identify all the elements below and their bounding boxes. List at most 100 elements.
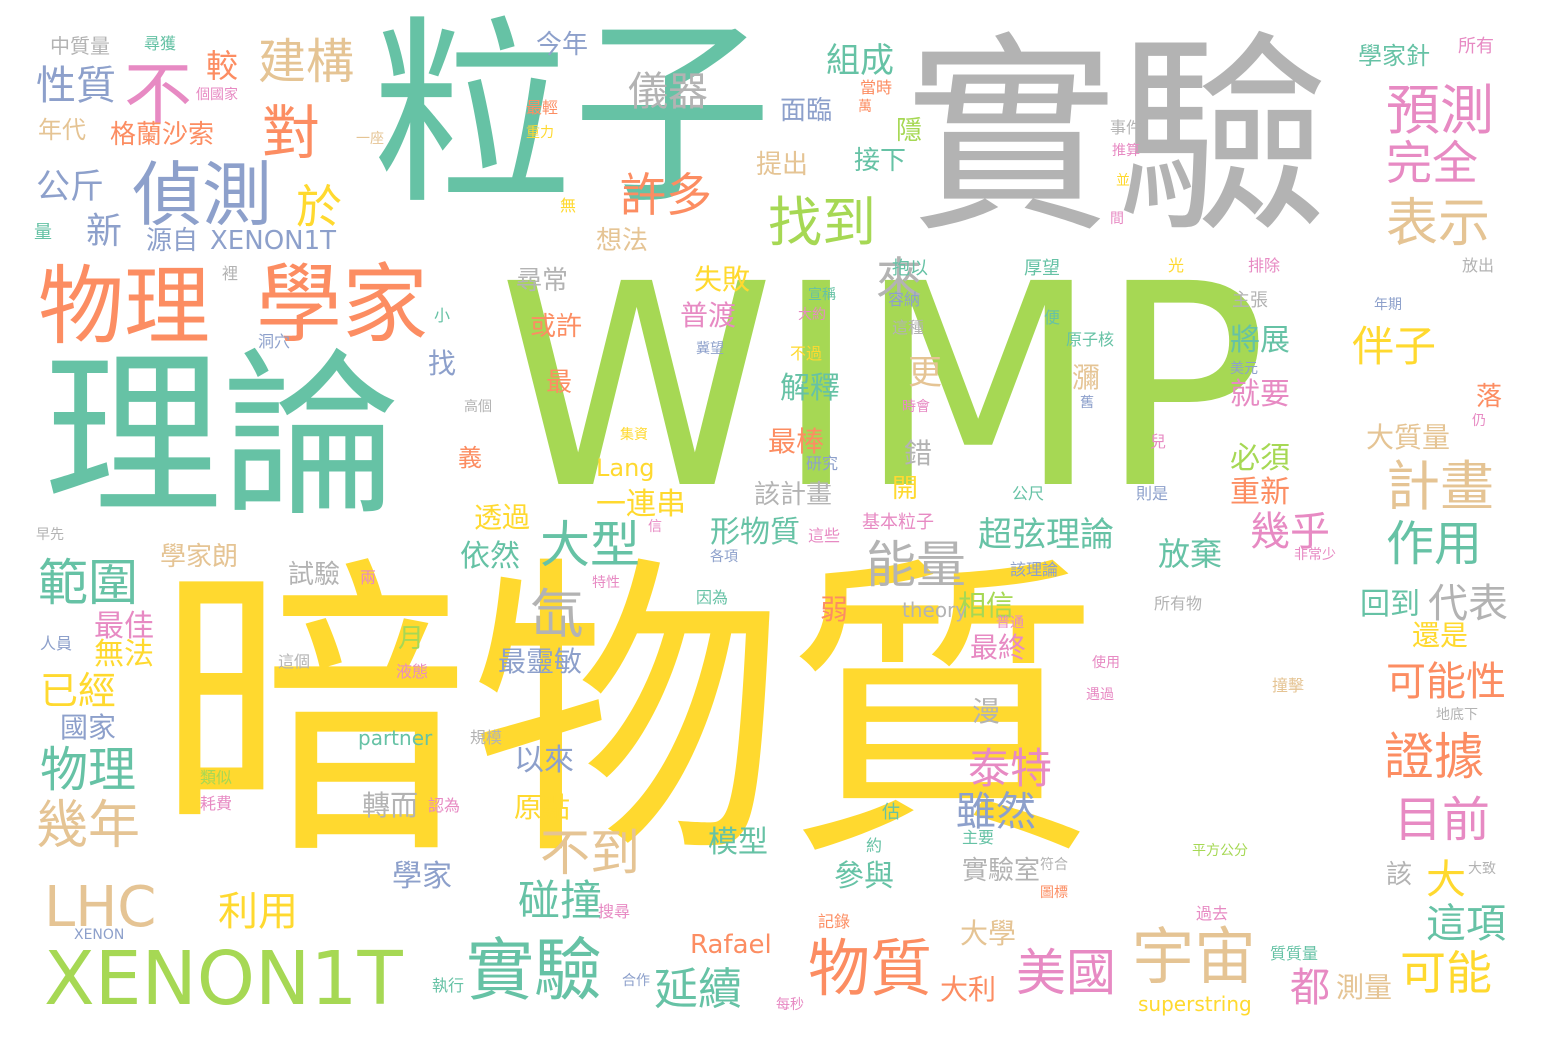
word: 類似 <box>200 768 233 787</box>
word: 相信 <box>958 589 1015 622</box>
word: 早先 <box>36 527 64 543</box>
word: 年代 <box>38 116 86 144</box>
word: 尋常 <box>516 266 569 296</box>
word: 測量 <box>1336 971 1393 1004</box>
word: 計畫 <box>1386 455 1494 518</box>
word: 記錄 <box>818 912 851 931</box>
word: partner <box>358 726 433 750</box>
word: 個國家 <box>196 87 238 103</box>
word: 信 <box>648 519 662 535</box>
word: 氙 <box>530 583 584 646</box>
word: 泰特 <box>968 744 1053 793</box>
word: 對 <box>262 99 321 167</box>
word: 這些 <box>808 526 841 545</box>
word: 因為 <box>696 588 729 607</box>
word: XENON1T <box>210 226 337 256</box>
word: 可能 <box>1400 946 1492 1000</box>
word: 宣稱 <box>808 287 836 303</box>
word: 形物質 <box>710 515 800 550</box>
word: 當時 <box>860 78 893 97</box>
word: 模型 <box>708 825 768 860</box>
word: 依然 <box>460 539 520 574</box>
word: 耗費 <box>200 794 233 813</box>
word: 學家 <box>256 255 428 355</box>
word: 特性 <box>592 575 620 591</box>
word: 裡 <box>222 264 239 283</box>
word: 找到 <box>768 191 876 254</box>
word: 義 <box>458 444 482 472</box>
word: 不到 <box>540 824 640 882</box>
word: 最靈敏 <box>498 645 583 678</box>
word: 提出 <box>756 150 809 180</box>
word: 物理 <box>40 742 137 798</box>
word: 解釋 <box>780 371 840 406</box>
word: 落 <box>1476 382 1503 412</box>
word: 大質量 <box>1366 421 1451 454</box>
word: 估 <box>882 802 900 823</box>
word: 每秒 <box>776 997 804 1013</box>
word: 暗物質 <box>155 532 1100 898</box>
word: 重新 <box>1230 475 1290 510</box>
word: 所有物 <box>1154 594 1203 613</box>
word: 於 <box>296 180 342 234</box>
word: 小 <box>434 306 451 325</box>
word: 今年 <box>536 30 589 60</box>
word: 大學 <box>960 917 1017 950</box>
word: superstring <box>1138 992 1252 1016</box>
word: 不 <box>124 56 193 135</box>
word: 事件 <box>1110 118 1143 137</box>
word: 該計畫 <box>754 480 833 510</box>
word: 主要 <box>962 828 995 847</box>
word: 實驗 <box>466 932 603 1011</box>
word: 還是 <box>1412 619 1469 652</box>
word: 容納 <box>888 290 921 309</box>
word: 源自 <box>146 226 199 256</box>
word: 圖標 <box>1040 885 1068 901</box>
word: 萬 <box>858 99 872 115</box>
word: 透過 <box>474 501 531 534</box>
word: 試驗 <box>288 560 341 590</box>
word: 粒子 <box>372 0 773 232</box>
word: 利用 <box>218 889 298 935</box>
word: 洞穴 <box>258 332 291 351</box>
word: 最輕 <box>526 98 559 117</box>
word: 該理論 <box>1010 560 1059 579</box>
word: 時會 <box>902 399 930 415</box>
word: 範圍 <box>38 554 138 612</box>
word: Rafael <box>690 930 772 960</box>
word: 表示 <box>1386 194 1491 254</box>
word: 作用 <box>1386 516 1483 572</box>
word: 年期 <box>1374 297 1402 313</box>
word: 組成 <box>826 41 894 81</box>
word: 不過 <box>790 344 823 363</box>
word: 代表 <box>1428 581 1508 627</box>
word: 原點 <box>514 791 571 824</box>
word: 原子核 <box>1066 330 1115 349</box>
word: 最 <box>546 368 573 398</box>
word: 基本粒子 <box>862 512 934 533</box>
word: 較 <box>206 47 239 85</box>
word: 兒 <box>1150 432 1167 451</box>
word: 格蘭沙索 <box>110 120 215 150</box>
word: 尋獲 <box>144 34 177 53</box>
word: 碰撞 <box>518 876 603 925</box>
word: 月 <box>398 624 425 654</box>
word: 許多 <box>620 168 712 222</box>
word: 瀰 <box>1072 361 1101 394</box>
word: WIMP <box>498 225 1268 551</box>
word: 規模 <box>470 728 503 747</box>
word: XENON <box>74 927 125 943</box>
word: 延續 <box>654 964 742 1015</box>
word: 放棄 <box>1158 535 1223 573</box>
word: 撞擊 <box>1272 676 1305 695</box>
word: 證據 <box>1384 728 1484 786</box>
word: 接下 <box>854 146 907 176</box>
word: theory <box>902 598 968 622</box>
word: 大約 <box>798 307 826 323</box>
word: 美國 <box>1016 944 1116 1002</box>
word: 並 <box>1116 173 1130 189</box>
word: 普渡 <box>680 299 737 332</box>
word: 大利 <box>940 973 997 1006</box>
word: 普通 <box>996 615 1024 631</box>
word: 這種 <box>892 318 925 337</box>
